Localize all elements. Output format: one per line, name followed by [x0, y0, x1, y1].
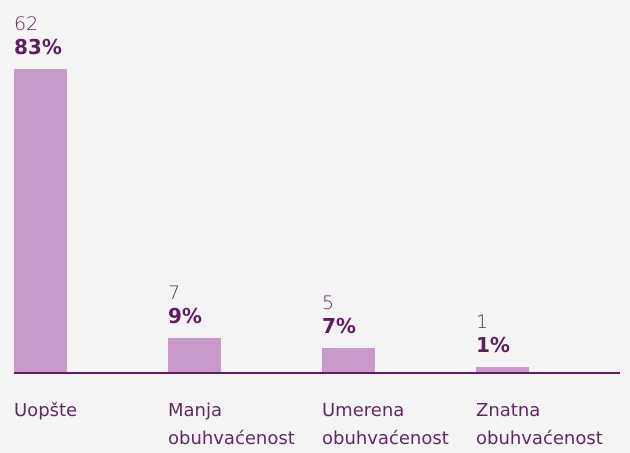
bar: [14, 69, 67, 372]
bar: [322, 347, 375, 372]
bar: [168, 337, 221, 372]
share-label: 83%: [14, 35, 62, 59]
category-label: Manja obuhvaćenost: [168, 400, 295, 449]
share-label: 7%: [322, 313, 356, 338]
bar: [476, 367, 529, 372]
share-label: 1%: [476, 333, 510, 358]
category-label: Znatna obuhvaćenost: [476, 400, 603, 449]
category-label: Uopšte: [14, 400, 78, 421]
share-label: 9%: [168, 303, 202, 328]
count-label: 5: [322, 291, 335, 314]
category-label: Umerena obuhvaćenost: [322, 400, 449, 449]
count-label: 7: [168, 281, 181, 304]
count-label: 1: [476, 311, 489, 334]
baseline: [14, 372, 620, 374]
count-label: 62: [14, 13, 39, 35]
